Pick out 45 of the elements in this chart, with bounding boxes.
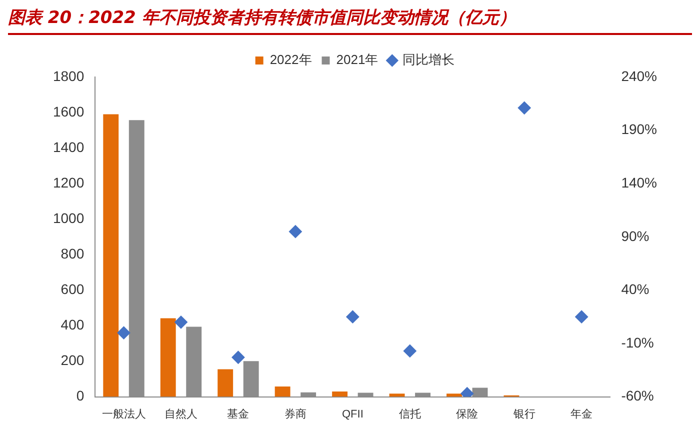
point: [117, 326, 130, 340]
y-tick-label: 1800: [52, 68, 84, 84]
point: [232, 350, 245, 364]
bar: [218, 369, 234, 397]
legend-label: 2021年: [336, 52, 378, 68]
y-tick-label: 600: [60, 281, 84, 298]
point: [518, 101, 531, 114]
x-tick-label: 信托: [398, 408, 421, 420]
x-tick-label: 券商: [284, 407, 306, 420]
legend-label: 2022年: [270, 52, 312, 68]
point: [174, 316, 188, 329]
y2-tick-label: 40%: [621, 281, 650, 298]
legend-label: 同比增长: [402, 52, 455, 68]
y-tick-label: 200: [60, 352, 84, 368]
y2-tick-label: -10%: [621, 334, 654, 350]
x-tick-label: 基金: [227, 407, 250, 420]
x-tick-label: 年金: [570, 408, 593, 420]
bar: [160, 318, 176, 397]
point: [288, 225, 302, 238]
y2-tick-label: 140%: [621, 174, 658, 190]
point: [575, 310, 588, 324]
bar: [103, 114, 119, 397]
point: [346, 310, 360, 324]
chart-title: 图表 20：2022 年不同投资者持有转债市值同比变动情况（亿元）: [8, 6, 692, 35]
y-tick-label: 0: [76, 388, 84, 404]
y-tick-label: 1600: [52, 103, 84, 120]
y2-tick-label: 90%: [621, 228, 650, 244]
x-tick-label: 一般法人: [102, 407, 146, 420]
x-tick-label: 银行: [512, 408, 536, 420]
point: [403, 344, 416, 358]
y-tick-label: 400: [60, 316, 84, 333]
x-tick-label: 保险: [456, 408, 478, 420]
y-tick-label: 800: [60, 246, 84, 262]
y2-tick-label: 240%: [621, 68, 658, 84]
x-tick-label: 自然人: [164, 408, 198, 420]
bar: [332, 391, 348, 397]
y-tick-label: 1400: [52, 138, 84, 155]
bar: [274, 386, 290, 397]
y-tick-label: 1000: [52, 210, 84, 226]
y2-tick-label: 190%: [621, 121, 658, 138]
x-tick-label: QFII: [342, 408, 364, 420]
y2-tick-label: -60%: [621, 388, 654, 404]
bar: [389, 394, 405, 397]
bar: [446, 394, 462, 397]
y-tick-label: 1200: [52, 174, 84, 190]
